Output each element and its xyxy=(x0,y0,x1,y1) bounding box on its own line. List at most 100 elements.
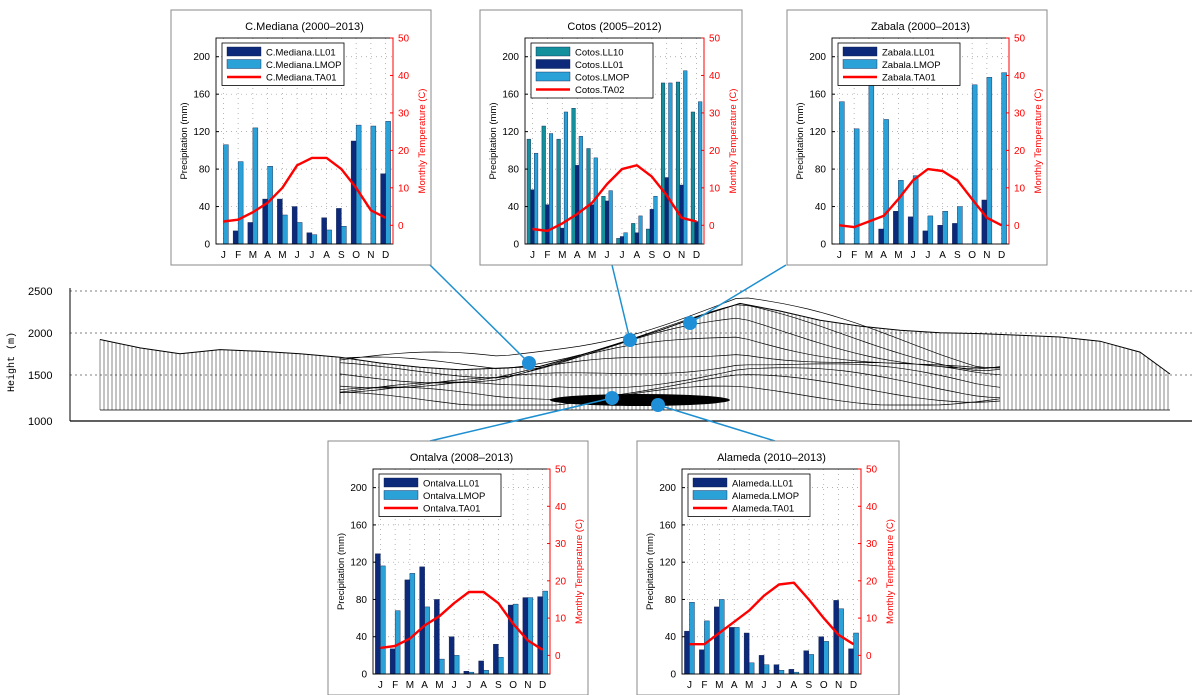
station-marker xyxy=(683,316,697,330)
connector-line xyxy=(611,264,631,341)
month-label: S xyxy=(338,250,345,261)
y2-tick-label: 30 xyxy=(555,539,567,550)
legend-label: Cotos.LMOP xyxy=(575,73,629,84)
bar xyxy=(704,620,710,675)
bar xyxy=(743,632,750,675)
legend-label: Cotos.LL01 xyxy=(575,60,624,71)
bar xyxy=(483,670,489,675)
month-label: M xyxy=(745,680,753,691)
temperature-line xyxy=(689,581,855,646)
legend-label: Zabala.LMOP xyxy=(882,60,941,71)
bar xyxy=(719,599,725,675)
bar xyxy=(448,636,455,675)
bar xyxy=(803,650,809,675)
y2-tick-label: 30 xyxy=(398,108,410,119)
bar xyxy=(729,627,735,675)
y-axis-label: Precipitation (mm) xyxy=(336,533,347,610)
legend-swatch xyxy=(842,59,878,69)
bar xyxy=(336,208,342,245)
legend-label: C.Mediana.LMOP xyxy=(266,60,342,71)
bar xyxy=(394,610,401,675)
y2-tick-label: 40 xyxy=(555,502,567,513)
legend-swatch xyxy=(692,490,728,500)
bar xyxy=(649,209,654,245)
month-label: J xyxy=(925,250,930,261)
bar xyxy=(937,225,943,245)
y-tick-label: 200 xyxy=(350,483,367,494)
y-tick-label: 0 xyxy=(204,240,210,251)
month-label: O xyxy=(820,680,828,691)
y-tick-label: 160 xyxy=(659,520,676,531)
y-tick-label: 120 xyxy=(502,127,519,138)
month-label: O xyxy=(968,250,976,261)
bar xyxy=(252,127,259,245)
y-tick-label: 80 xyxy=(356,595,368,606)
month-label: O xyxy=(663,250,671,261)
station-charts: C.Mediana (2000–2013)0408012016020001020… xyxy=(170,9,1048,695)
bar xyxy=(907,216,914,245)
bar xyxy=(699,649,705,675)
y-tick-label: 40 xyxy=(665,632,677,643)
y2-tick-label: 50 xyxy=(555,465,567,476)
month-label: N xyxy=(367,250,374,261)
y-tick-label: 120 xyxy=(809,127,826,138)
month-label: M xyxy=(278,250,286,261)
station-connectors xyxy=(429,264,787,442)
profile-tick-2500: 2500 xyxy=(28,286,52,298)
month-label: S xyxy=(648,250,655,261)
bar xyxy=(788,669,795,675)
y2-axis-label: Monthly Temperature (C) xyxy=(1033,89,1044,194)
bar xyxy=(839,101,845,245)
month-label: J xyxy=(687,680,692,691)
bar xyxy=(575,165,580,245)
bar xyxy=(478,660,484,675)
y-tick-label: 0 xyxy=(670,670,676,681)
y2-tick-label: 40 xyxy=(398,71,410,82)
y-tick-label: 80 xyxy=(508,165,520,176)
bar xyxy=(653,196,658,245)
legend-swatch xyxy=(535,46,571,57)
chart-title: Cotos (2005–2012) xyxy=(567,21,661,33)
bar xyxy=(608,190,613,245)
y2-tick-label: 50 xyxy=(866,465,878,476)
month-label: A xyxy=(791,680,798,691)
legend-swatch xyxy=(383,490,419,500)
month-label: M xyxy=(558,250,566,261)
month-label: F xyxy=(701,680,707,691)
month-label: A xyxy=(574,250,581,261)
y2-tick-label: 0 xyxy=(398,221,404,232)
bar xyxy=(560,227,565,245)
station-marker xyxy=(522,356,536,370)
month-label: D xyxy=(382,250,389,261)
bar xyxy=(748,662,755,675)
month-label: O xyxy=(509,680,517,691)
legend-label: Cotos.TA02 xyxy=(575,85,624,96)
bar xyxy=(341,226,347,245)
connector-line xyxy=(657,404,776,442)
profile-tick-1000: 1000 xyxy=(28,416,52,428)
month-label: D xyxy=(850,680,857,691)
legend-swatch xyxy=(535,59,571,69)
month-label: J xyxy=(452,680,457,691)
bar xyxy=(512,603,519,675)
legend-label: Ontalva.LMOP xyxy=(423,491,485,502)
bar xyxy=(542,590,548,675)
month-label: N xyxy=(835,680,842,691)
bar xyxy=(971,84,978,245)
climate-chart: Ontalva (2008–2013) 0 40 80 120 160 200 0 10 20 30… xyxy=(327,440,589,695)
chart-title: Alameda (2010–2013) xyxy=(717,452,826,464)
bar xyxy=(493,643,499,675)
bar xyxy=(773,664,780,675)
legend-label: C.Mediana.LL01 xyxy=(266,48,336,59)
bar xyxy=(684,630,690,675)
month-label: F xyxy=(235,250,241,261)
bar xyxy=(291,206,298,245)
y2-tick-label: 50 xyxy=(398,34,410,45)
bar xyxy=(601,196,606,245)
elevation-profile: 2500 2000 1500 1000 Height (m) xyxy=(6,286,1192,428)
legend-swatch xyxy=(842,46,878,57)
y-axis-label: Precipitation (mm) xyxy=(179,102,190,179)
bar xyxy=(545,204,550,245)
bar xyxy=(321,217,327,245)
chart-title: C.Mediana (2000–2013) xyxy=(245,21,364,33)
